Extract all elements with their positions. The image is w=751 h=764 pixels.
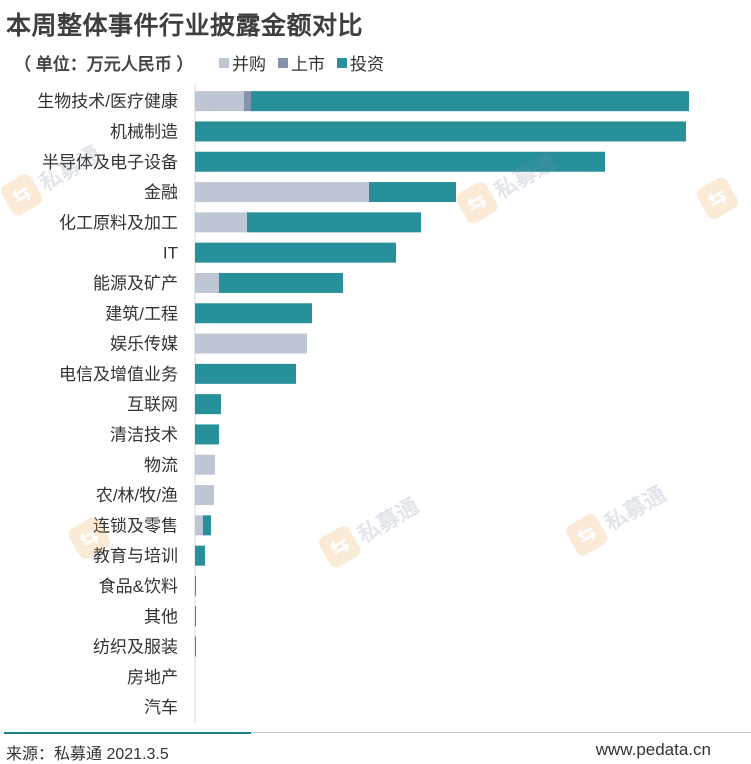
bar-segment	[195, 636, 196, 657]
bar-segment	[195, 363, 296, 384]
bar-segment	[195, 212, 247, 233]
category-label: 纺织及服装	[93, 638, 178, 657]
bar-segment	[195, 545, 205, 566]
chart-title: 本周整体事件行业披露金额对比	[6, 12, 364, 40]
bar-segment	[219, 272, 343, 293]
bar-segment	[247, 212, 421, 233]
category-label: 互联网	[127, 395, 178, 414]
legend-label-merger: 并购	[232, 55, 266, 74]
legend-item-merger: 并购	[219, 50, 266, 75]
legend-item-ipo: 上市	[278, 50, 325, 75]
category-label: 机械制造	[110, 122, 178, 141]
category-label: 汽车	[144, 698, 178, 717]
legend: 并购 上市 投资	[219, 50, 396, 75]
legend-swatch-investment	[337, 57, 347, 68]
category-label: 清洁技术	[110, 425, 178, 444]
bar-segment	[251, 91, 689, 112]
legend-label-ipo: 上市	[291, 55, 325, 74]
legend-swatch-merger	[219, 57, 229, 68]
category-label: 建筑/工程	[105, 304, 178, 323]
category-label: 食品&饮料	[99, 577, 178, 596]
bar-segment	[195, 485, 214, 506]
category-label: 教育与培训	[93, 547, 178, 566]
bar-segment	[195, 333, 307, 354]
legend-swatch-ipo	[278, 57, 288, 68]
footer-divider	[4, 732, 251, 734]
category-label: 化工原料及加工	[59, 213, 178, 232]
bar-segment	[195, 394, 221, 415]
unit-label: （ 单位：万元人民币 ）	[14, 55, 194, 74]
category-label: 生物技术/医疗健康	[37, 92, 178, 111]
bar-segment	[195, 91, 244, 112]
category-label: 电信及增值业务	[59, 365, 178, 384]
category-label: 半导体及电子设备	[42, 153, 178, 172]
bar-segment	[195, 121, 686, 142]
category-label: 房地产	[127, 668, 178, 687]
bar-segment	[195, 272, 219, 293]
legend-label-investment: 投资	[350, 55, 384, 74]
category-label: 连锁及零售	[93, 516, 178, 535]
category-label: IT	[163, 244, 178, 263]
source-note: 来源：私募通 2021.3.5	[6, 746, 169, 763]
bar-segment	[195, 575, 196, 596]
bar-segment	[195, 151, 605, 172]
category-label: 农/林/牧/渔	[96, 486, 178, 505]
bar-segment	[195, 303, 312, 324]
bar-segment	[195, 182, 369, 203]
category-label: 能源及矿产	[93, 274, 178, 293]
bar-segment	[203, 515, 211, 536]
category-label: 娱乐传媒	[110, 335, 178, 354]
category-label: 物流	[144, 456, 178, 475]
bar-segment	[244, 91, 251, 112]
category-label: 金融	[144, 183, 178, 202]
bar-segment	[195, 424, 219, 445]
bar-segment	[195, 454, 215, 475]
bar-segment	[195, 606, 196, 627]
legend-item-investment: 投资	[337, 50, 384, 75]
site-link[interactable]: www.pedata.cn	[595, 740, 711, 759]
bar-segment	[369, 182, 456, 203]
bar-segment	[195, 515, 203, 536]
bar-segment	[195, 242, 396, 263]
category-label: 其他	[144, 607, 178, 626]
footer-divider-light	[251, 732, 751, 733]
